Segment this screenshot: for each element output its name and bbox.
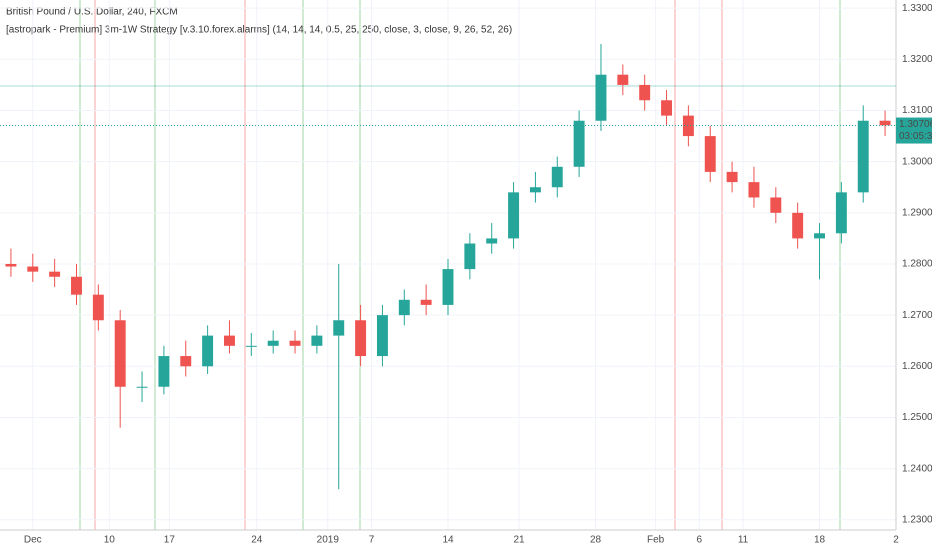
candle-body xyxy=(136,386,148,388)
candle-body xyxy=(420,299,432,305)
countdown-label: 03:05:34 xyxy=(899,131,932,142)
candle-body xyxy=(835,192,847,234)
candle-body xyxy=(508,192,520,239)
candle-body xyxy=(27,266,39,272)
x-tick-label: 6 xyxy=(697,535,703,546)
candle-body xyxy=(704,136,716,172)
y-tick-label: 1.31000 xyxy=(902,105,932,116)
x-tick-label: 18 xyxy=(814,535,826,546)
candle-body xyxy=(49,271,61,277)
candle-body xyxy=(376,315,388,357)
y-tick-label: 1.25000 xyxy=(902,412,932,423)
candle-body xyxy=(529,187,541,193)
candle-body xyxy=(551,166,563,188)
x-tick-label: 2 xyxy=(893,535,899,546)
candle-body xyxy=(114,320,126,387)
candle-body xyxy=(639,84,651,101)
candle-body xyxy=(180,356,192,367)
y-tick-label: 1.30000 xyxy=(902,156,932,167)
candle-body xyxy=(814,233,825,239)
candle-body xyxy=(92,294,104,321)
x-tick-label: 10 xyxy=(104,535,116,546)
y-tick-label: 1.23000 xyxy=(902,514,932,525)
candle-body xyxy=(355,320,367,357)
candle-body xyxy=(573,120,585,167)
x-tick-label: 2019 xyxy=(317,535,340,546)
x-tick-label: Dec xyxy=(24,535,42,546)
last-price-box xyxy=(896,117,932,144)
x-tick-label: 11 xyxy=(738,535,749,546)
x-tick-label: 7 xyxy=(369,535,375,546)
candle-body xyxy=(289,340,301,346)
candle-body xyxy=(398,299,410,316)
y-tick-label: 1.32000 xyxy=(902,54,932,65)
candle-body xyxy=(202,335,214,367)
y-tick-label: 1.29000 xyxy=(902,207,932,218)
y-tick-label: 1.27000 xyxy=(902,310,932,321)
candle-body xyxy=(661,100,672,116)
candle-body xyxy=(792,212,804,239)
candle-body xyxy=(5,263,17,267)
y-tick-label: 1.28000 xyxy=(902,259,932,270)
y-tick-label: 1.33000 xyxy=(902,3,932,14)
x-tick-label: 28 xyxy=(590,535,602,546)
x-tick-label: 14 xyxy=(442,535,454,546)
session-markers xyxy=(79,0,841,530)
candle-body xyxy=(486,238,498,244)
x-tick-label: 17 xyxy=(164,535,176,546)
x-tick-label: 24 xyxy=(251,535,263,546)
candle-body xyxy=(224,335,235,346)
candle-body xyxy=(464,243,476,270)
candle-body xyxy=(158,356,170,387)
candle-body xyxy=(857,120,869,193)
y-tick-label: 1.24000 xyxy=(902,463,932,474)
candle-body xyxy=(595,74,607,121)
x-tick-label: 21 xyxy=(513,535,525,546)
candle-body xyxy=(726,171,738,183)
candle-body xyxy=(442,269,454,305)
candle-body xyxy=(245,345,257,347)
indicator-label: [astropark - Premium] 3m-1W Strategy [v.… xyxy=(6,25,512,36)
candle-body xyxy=(748,182,760,198)
chart-title: British Pound / U.S. Dollar, 240, FXCM xyxy=(6,7,178,18)
x-tick-label: Feb xyxy=(647,535,665,546)
candle-body xyxy=(617,74,629,85)
candle-body xyxy=(333,320,345,336)
candle-body xyxy=(267,340,279,346)
candle-body xyxy=(311,335,323,346)
candle-body xyxy=(682,115,694,137)
candle-body xyxy=(770,197,782,213)
candle-body xyxy=(879,120,891,126)
y-tick-label: 1.26000 xyxy=(902,361,932,372)
candle-body xyxy=(71,276,82,295)
last-price-label: 1.30706 xyxy=(899,119,932,130)
